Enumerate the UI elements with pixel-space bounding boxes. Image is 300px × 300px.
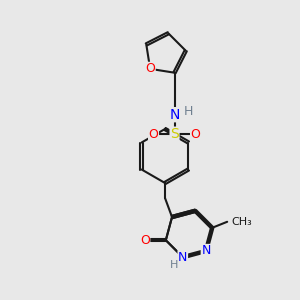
- Text: H: H: [169, 260, 178, 270]
- Text: N: N: [178, 251, 188, 264]
- Text: O: O: [190, 128, 200, 141]
- Text: N: N: [169, 108, 180, 122]
- Text: O: O: [145, 62, 155, 75]
- Text: S: S: [170, 127, 179, 141]
- Text: O: O: [140, 234, 150, 247]
- Text: H: H: [183, 105, 193, 118]
- Text: O: O: [148, 128, 158, 141]
- Text: N: N: [201, 244, 211, 257]
- Text: CH₃: CH₃: [232, 217, 252, 227]
